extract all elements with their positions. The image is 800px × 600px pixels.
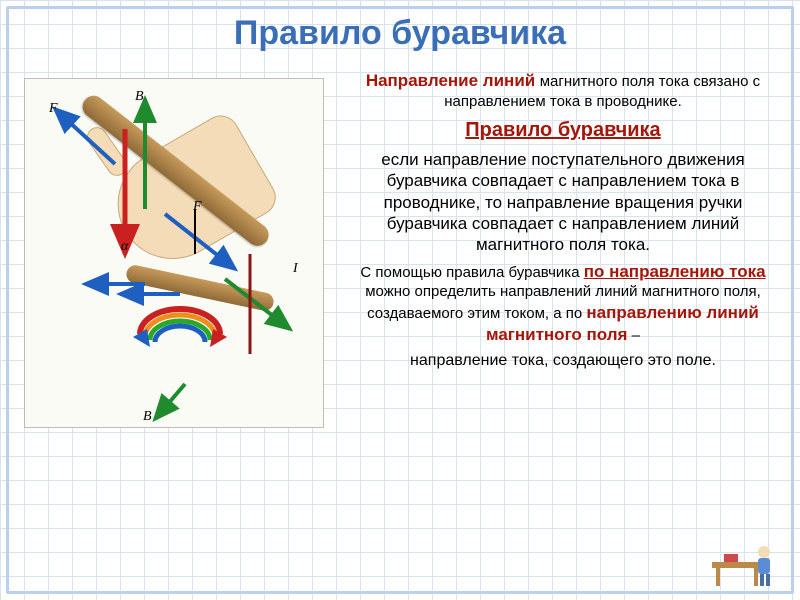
left-column: F B α F I B: [14, 70, 344, 588]
diagram-arrows: [25, 79, 325, 429]
paragraph-2: Правило буравчика: [348, 118, 778, 143]
paragraph-4: С помощью правила буравчика по направлен…: [348, 261, 778, 345]
diagram: F B α F I B: [24, 78, 324, 428]
p2-heading: Правило буравчика: [465, 119, 660, 141]
label-F2: F: [193, 199, 202, 215]
right-column: Направление линий магнитного поля тока с…: [344, 70, 786, 588]
label-B2: B: [143, 409, 152, 425]
label-I: I: [293, 261, 298, 277]
page-title: Правило буравчика: [0, 14, 800, 53]
paragraph-5: направление тока, создающего это поле.: [348, 351, 778, 371]
content-area: F B α F I B Направление линий магнитного…: [14, 70, 786, 588]
paragraph-3: если направление поступательного движени…: [348, 149, 778, 255]
label-alpha: α: [121, 239, 128, 255]
p4b: по направлению тока: [584, 262, 766, 281]
label-F-vec: F: [49, 101, 58, 117]
paragraph-1: Направление линий магнитного поля тока с…: [348, 70, 778, 112]
p4a: С помощью правила буравчика: [360, 264, 583, 281]
p1-emphasis: Направление линий: [366, 71, 535, 90]
desk-icon: [706, 532, 778, 588]
p4e: –: [627, 327, 640, 344]
label-B-vec: B: [135, 89, 144, 105]
